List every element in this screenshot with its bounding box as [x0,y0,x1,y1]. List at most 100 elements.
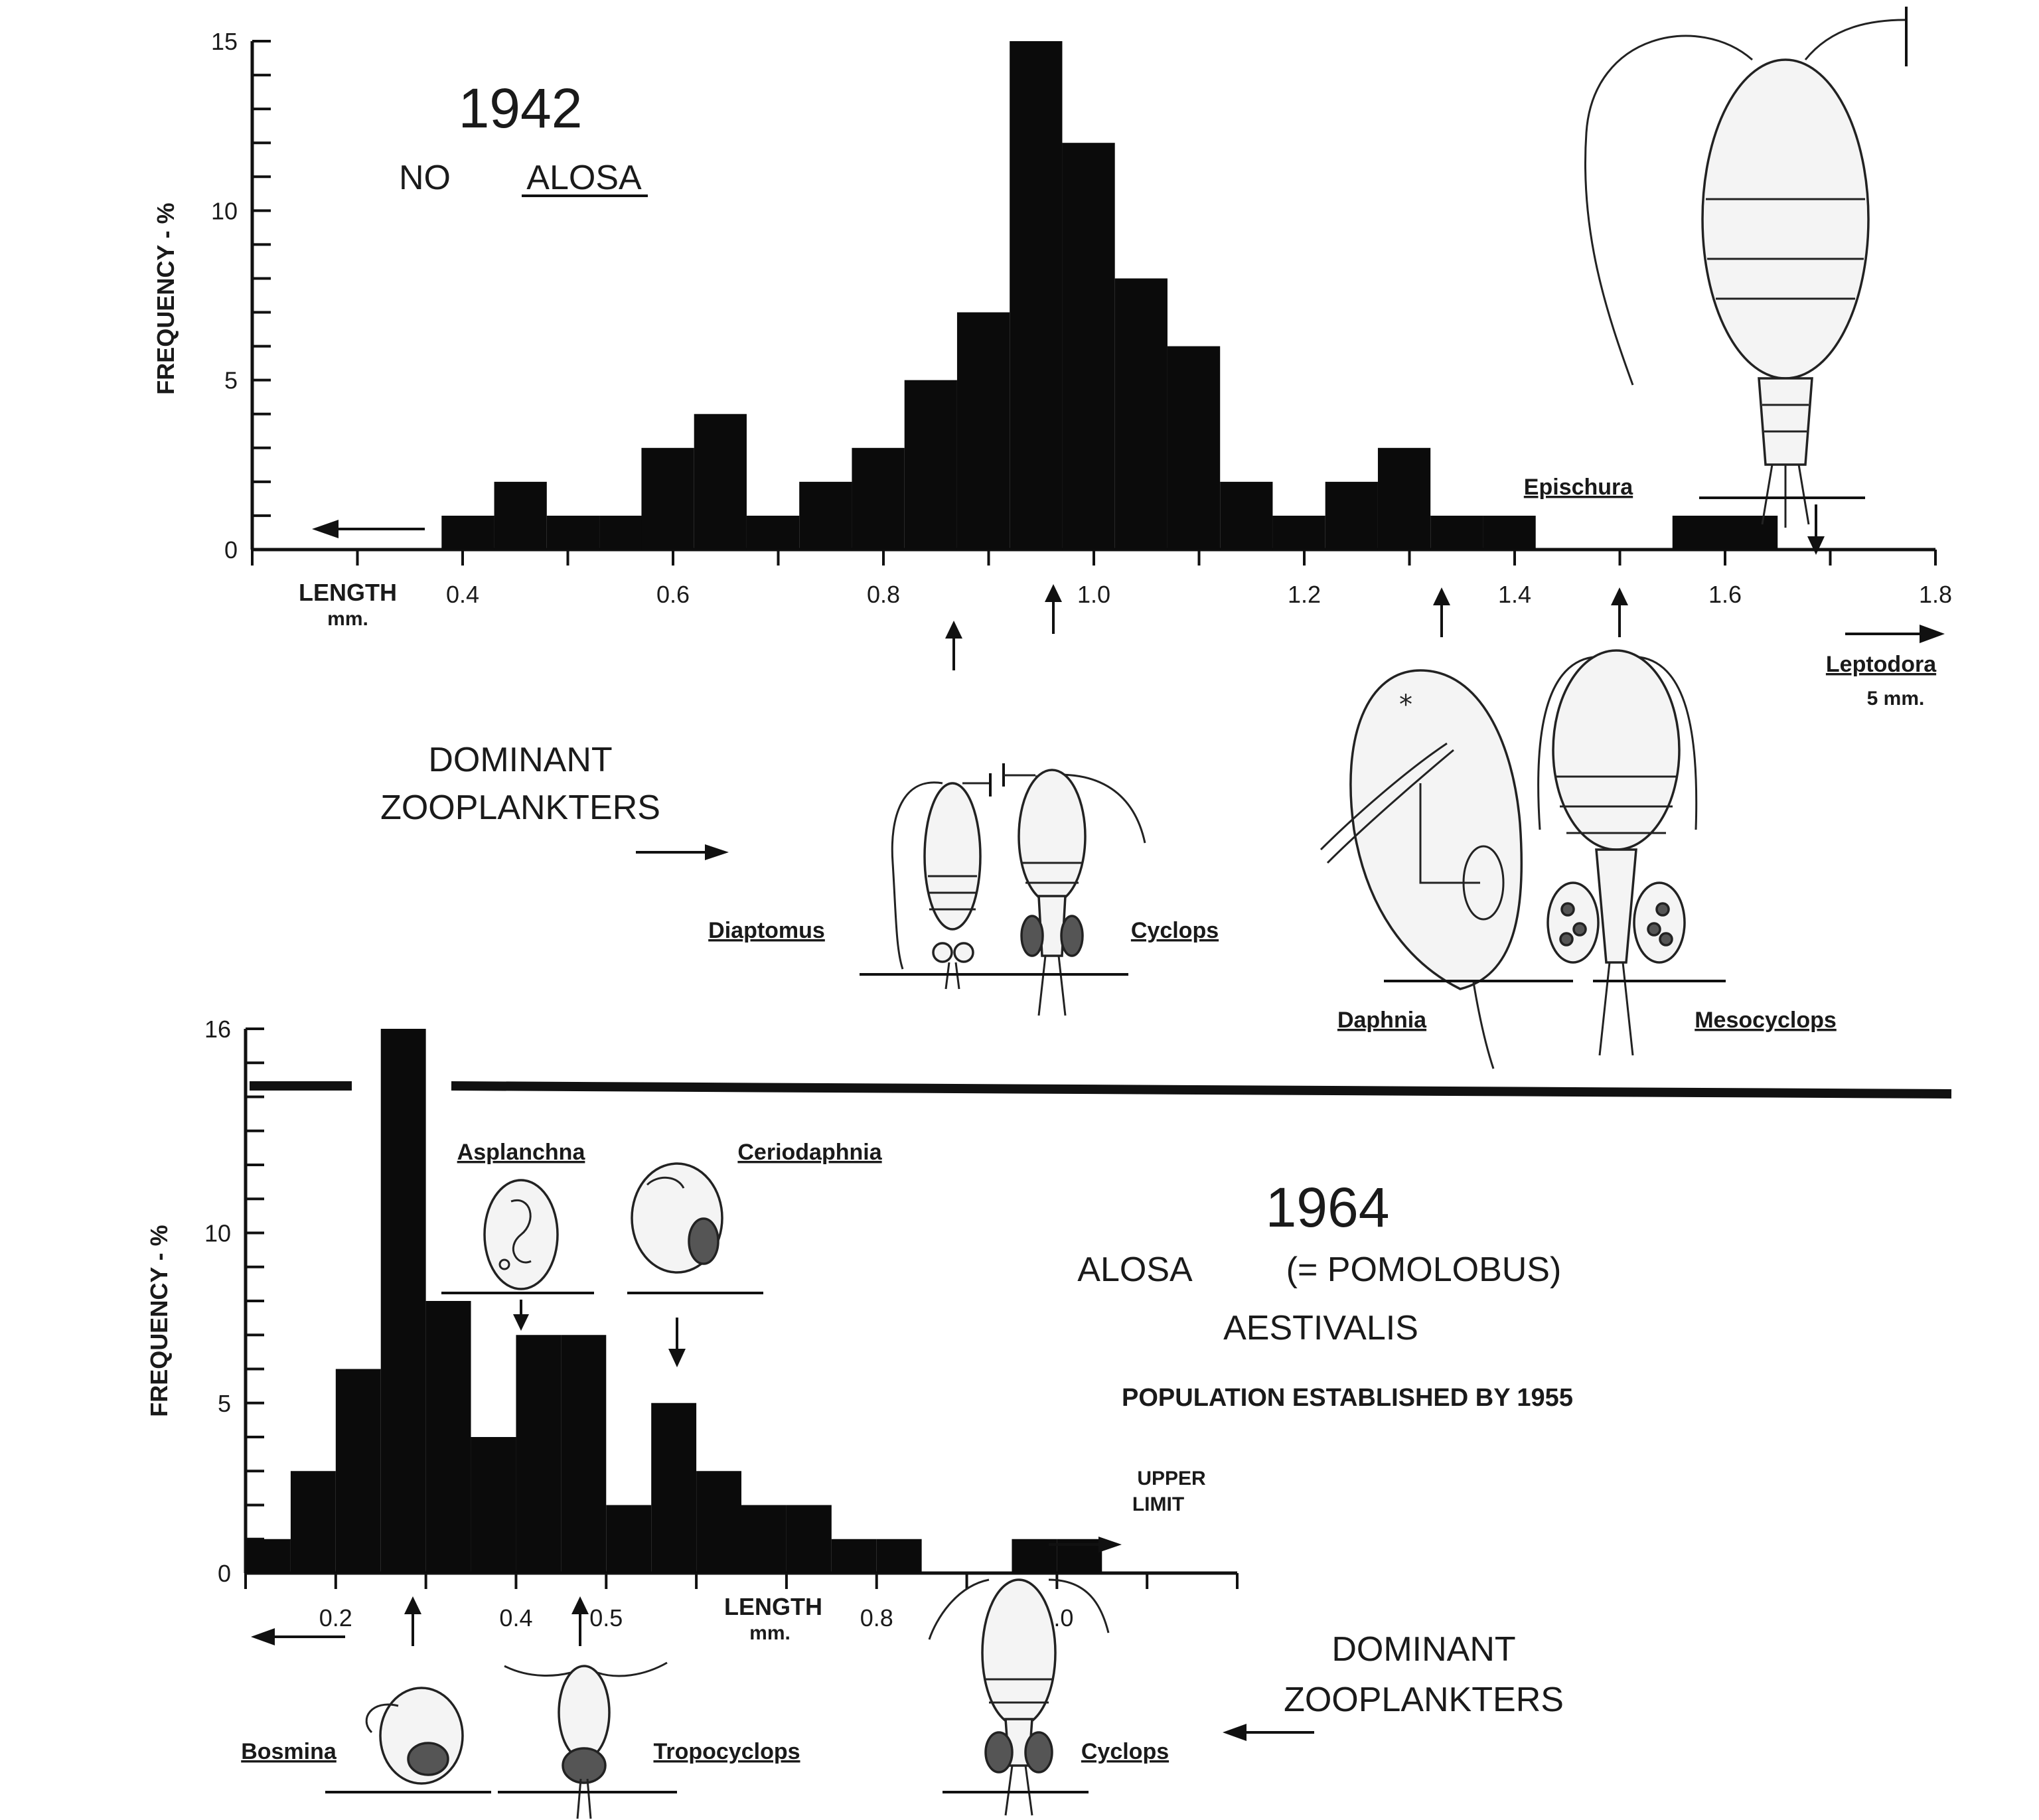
bottom-histogram-bar [561,1335,607,1573]
bottom-year: 1964 [1266,1176,1390,1239]
top-right-arrow [1845,625,1945,643]
bottom-histogram-bar [786,1505,832,1573]
bottom-y-tick-label: 5 [218,1390,231,1417]
top-x-tick-label: 0.8 [867,581,900,608]
bottom-bars [246,1029,1102,1573]
mesocyclops-drawing [1537,649,1726,1056]
bottom-y-tick-label: 16 [204,1016,231,1043]
bottom-histogram-bar [290,1471,336,1573]
bottom-histogram-bar [831,1539,877,1573]
ceriodaphnia-label: Ceriodaphnia [737,1140,882,1165]
bosmina-drawing [325,1687,491,1793]
arrow-daphnia [1433,587,1450,637]
top-y-ticks: 0 5 10 15 [211,28,271,564]
top-left-arrow [312,520,425,538]
top-histogram-bar [1325,481,1378,550]
cyclops-top-label: Cyclops [1131,918,1219,943]
bottom-x-tick-label: 0.2 [319,1604,352,1631]
top-histogram-bar [694,414,747,550]
daphnia-label: Daphnia [1337,1008,1427,1033]
bottom-zooplankters-label: ZOOPLANKTERS [1284,1681,1564,1719]
bottom-x-tick-label: 0.5 [589,1604,623,1631]
upper-limit-arrow [1049,1537,1122,1553]
bosmina-label: Bosmina [241,1739,337,1764]
top-histogram-bar [494,481,547,550]
bottom-mm-label: mm. [749,1622,791,1644]
top-size-arrows [945,504,1825,670]
bottom-histogram-bar [246,1539,291,1573]
top-x-tick-label: 1.6 [1708,581,1742,608]
top-histogram-bar [1430,515,1483,550]
top-histogram-bar [1220,481,1273,550]
top-histogram-bar [746,515,800,550]
top-histogram-bar [1167,346,1221,550]
top-year: 1942 [459,77,583,139]
bottom-histogram-bar [696,1471,741,1573]
top-y-tick-label: 15 [211,28,238,55]
top-bars [441,41,1778,550]
ceriodaphnia-drawing [627,1162,763,1367]
top-x-tick-label: 0.4 [446,581,479,608]
top-ylabel: FREQUENCY - % [152,202,179,394]
top-histogram-bar [956,312,1010,550]
bottom-size-arrows [404,1596,589,1646]
bottom-ylabel: FREQUENCY - % [145,1225,173,1416]
arrow-mesocyclops [1611,587,1628,637]
top-histogram-bar [1725,515,1778,550]
top-y-tick-label: 5 [224,367,238,394]
mesocyclops-label: Mesocyclops [1695,1008,1837,1033]
leptodora-label: Leptodora [1826,652,1937,677]
epischura-drawing [1584,7,1908,528]
tropocyclops-drawing [498,1661,677,1819]
bottom-aestivalis: AESTIVALIS [1223,1309,1418,1347]
daphnia-drawing: * [1320,669,1573,1069]
top-length-label: LENGTH [299,579,397,606]
arrow-epischura [1807,504,1825,555]
leptodora-size-label: 5 mm. [1867,688,1925,710]
top-dominant-arrow [636,844,729,860]
bottom-histogram-bar [380,1029,426,1573]
top-histogram-bar [1483,515,1536,550]
arrow-diaptomus [945,621,962,670]
top-x-tick-label: 1.0 [1077,581,1110,608]
limit-label: LIMIT [1132,1493,1184,1515]
cyclops-bottom-drawing [928,1578,1110,1816]
top-histogram-bar [1114,278,1168,550]
epischura-label: Epischura [1524,475,1633,500]
top-x-tick-label: 0.6 [656,581,690,608]
top-alosa: ALOSA [526,159,642,197]
top-x-tick-label: 1.8 [1919,581,1952,608]
bottom-histogram-bar [741,1505,787,1573]
tropocyclops-label: Tropocyclops [653,1739,800,1764]
bottom-y-tick-label: 10 [204,1220,231,1247]
diaptomus-drawing [860,773,1025,990]
top-x-tick-label: 1.4 [1498,581,1531,608]
asplanchna-label: Asplanchna [457,1140,586,1165]
top-histogram-bar [1377,447,1431,550]
top-histogram-bar [546,515,600,550]
arrow-tropocyclops [571,1596,589,1646]
bottom-population: POPULATION ESTABLISHED BY 1955 [1122,1384,1573,1412]
top-histogram-bar [799,481,852,550]
top-y-tick-label: 10 [211,197,238,224]
top-histogram-bar [852,447,905,550]
top-no: NO [399,159,451,197]
bottom-x-tick-label: 0.8 [860,1604,893,1631]
svg-text:*: * [1399,690,1412,720]
top-histogram-bar [904,380,957,550]
bottom-dominant-arrow [1223,1724,1314,1741]
top-histogram-bar [441,515,494,550]
top-histogram-bar [1672,515,1725,550]
bottom-histogram-bar [471,1437,516,1573]
top-zooplankters-label: ZOOPLANKTERS [380,789,660,827]
bottom-y-tick-label: 0 [218,1560,231,1587]
upper-label: UPPER [1137,1468,1206,1489]
top-histogram-bar [1010,41,1063,550]
bottom-pomolobus: (= POMOLOBUS) [1286,1251,1562,1289]
cyclops-bottom-label: Cyclops [1081,1739,1169,1764]
panel-divider [250,1081,1952,1099]
arrow-cyclops [1045,584,1062,634]
bottom-x-tick-label: 0.4 [499,1604,532,1631]
bottom-histogram-bar [335,1369,381,1573]
